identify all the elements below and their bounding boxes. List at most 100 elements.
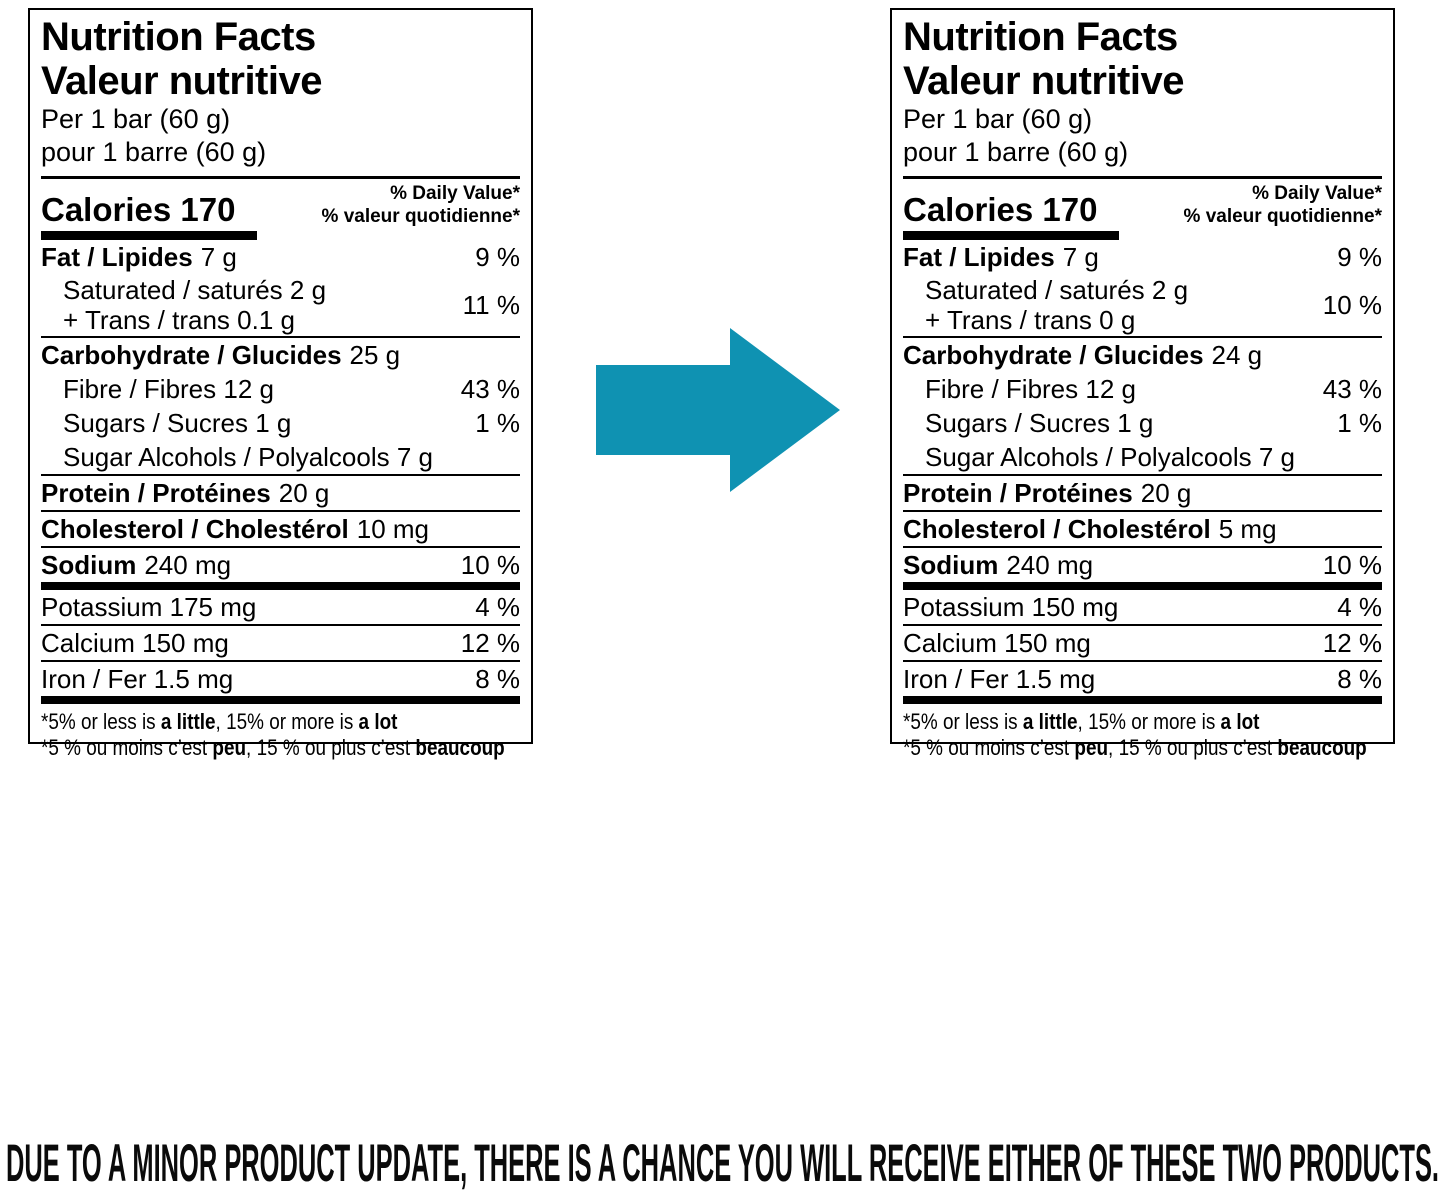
footnote-en-a-lot: a lot	[1220, 709, 1260, 734]
row-sodium: Sodium 240 mg 10 %	[903, 548, 1382, 582]
iron-text: Iron / Fer 1.5 mg	[903, 664, 1096, 694]
fat-value: 7 g	[1062, 242, 1099, 272]
row-fat: Fat / Lipides 7 g 9 %	[41, 240, 520, 274]
divider	[41, 660, 520, 662]
row-fat: Fat / Lipides 7 g 9 %	[903, 240, 1382, 274]
row-cholesterol: Cholesterol / Cholestérol 10 mg	[41, 512, 520, 546]
footnote-en-part3: , 15% or more is	[1077, 709, 1221, 734]
fibre-dv: 43 %	[460, 374, 520, 404]
saturated-trans-lines: Saturated / saturés 2 g + Trans / trans …	[903, 275, 1188, 335]
thick-divider	[41, 696, 520, 704]
carbohydrate-name-bold: Carbohydrate / Glucides	[41, 340, 342, 370]
divider	[903, 510, 1382, 512]
sugar-alcohols-text: Sugar Alcohols / Polyalcools 7 g	[63, 442, 433, 472]
sugar-alcohols-text: Sugar Alcohols / Polyalcools 7 g	[925, 442, 1295, 472]
divider	[903, 474, 1382, 476]
row-sodium: Sodium 240 mg 10 %	[41, 548, 520, 582]
potassium-dv: 4 %	[1337, 592, 1382, 622]
carbohydrate-value: 25 g	[349, 340, 401, 370]
row-iron: Iron / Fer 1.5 mg 8 %	[41, 662, 520, 696]
carbohydrate-value: 24 g	[1211, 340, 1263, 370]
fat-value: 7 g	[200, 242, 237, 272]
calcium-text: Calcium 150 mg	[41, 628, 229, 658]
sugars-dv: 1 %	[1337, 408, 1382, 438]
fat-name: Fat / Lipides 7 g	[41, 243, 237, 271]
row-protein: Protein / Protéines 20 g	[41, 476, 520, 510]
protein-value: 20 g	[1140, 478, 1192, 508]
footnote-en: *5% or less is a little, 15% or more is …	[903, 709, 1259, 735]
saturated-line: Saturated / saturés 2 g	[925, 275, 1189, 305]
calories-value: Calories 170	[903, 191, 1098, 228]
potassium-text: Potassium 175 mg	[41, 592, 257, 622]
footnote: *5% or less is a little, 15% or more is …	[903, 709, 1382, 761]
daily-value-header-fr: % valeur quotidienne*	[1183, 206, 1382, 227]
footnote-en-part1: *5% or less is	[903, 709, 1023, 734]
sugars-text: Sugars / Sucres 1 g	[925, 408, 1154, 438]
daily-value-header: % Daily Value* % valeur quotidienne*	[1184, 182, 1382, 228]
sodium-value: 240 mg	[144, 550, 232, 580]
right-arrow-icon	[596, 328, 840, 492]
footer-disclaimer-text: DUE TO A MINOR PRODUCT UPDATE, THERE IS …	[6, 1134, 1439, 1191]
row-saturated-trans: Saturated / saturés 2 g + Trans / trans …	[41, 274, 520, 336]
protein-name-bold: Protein / Protéines	[903, 478, 1133, 508]
serving-size-fr: pour 1 barre (60 g)	[903, 137, 1129, 167]
row-sugar-alcohols: Sugar Alcohols / Polyalcools 7 g	[903, 440, 1382, 474]
header-divider	[903, 176, 1382, 179]
footnote-fr-beaucoup: beaucoup	[1277, 735, 1367, 760]
update-arrow	[596, 328, 840, 492]
protein-name: Protein / Protéines 20 g	[41, 479, 329, 507]
divider	[41, 510, 520, 512]
cholesterol-value: 5 mg	[1218, 514, 1277, 544]
footnote-fr-part1: *5 % ou moins c’est	[903, 735, 1075, 760]
divider	[903, 624, 1382, 626]
trans-line: + Trans / trans 0 g	[925, 305, 1136, 335]
divider	[903, 336, 1382, 338]
fat-name-bold: Fat / Lipides	[41, 242, 193, 272]
footnote-fr-part3: , 15 % ou plus c’est	[1108, 735, 1278, 760]
calcium-text: Calcium 150 mg	[903, 628, 1091, 658]
calories-row: Calories 170 % Daily Value* % valeur quo…	[903, 182, 1382, 228]
fat-dv: 9 %	[475, 242, 520, 272]
sodium-name-bold: Sodium	[41, 550, 137, 580]
row-calcium: Calcium 150 mg 12 %	[41, 626, 520, 660]
row-iron: Iron / Fer 1.5 mg 8 %	[903, 662, 1382, 696]
row-calcium: Calcium 150 mg 12 %	[903, 626, 1382, 660]
fat-dv: 9 %	[1337, 242, 1382, 272]
footnote-fr: *5 % ou moins c’est peu, 15 % ou plus c’…	[903, 735, 1367, 761]
label-title-en: Nutrition Facts	[903, 15, 1178, 59]
row-fibre: Fibre / Fibres 12 g 43 %	[903, 372, 1382, 406]
divider	[41, 546, 520, 548]
daily-value-header: % Daily Value* % valeur quotidienne*	[322, 182, 520, 228]
footnote-en-a-little: a little	[1022, 709, 1078, 734]
calories-underline-bar	[41, 231, 257, 240]
divider	[41, 474, 520, 476]
fibre-text: Fibre / Fibres 12 g	[63, 374, 274, 404]
fibre-dv: 43 %	[1322, 374, 1382, 404]
cholesterol-name: Cholesterol / Cholestérol 5 mg	[903, 515, 1277, 543]
calcium-dv: 12 %	[1322, 628, 1382, 658]
fat-name: Fat / Lipides 7 g	[903, 243, 1099, 271]
nutrition-label-right: Nutrition Facts Valeur nutritive Per 1 b…	[890, 8, 1395, 760]
fat-name-bold: Fat / Lipides	[903, 242, 1055, 272]
header-divider	[41, 176, 520, 179]
calories-underline-bar	[903, 231, 1119, 240]
thick-divider	[903, 582, 1382, 590]
footnote-fr: *5 % ou moins c’est peu, 15 % ou plus c’…	[41, 735, 505, 761]
saturated-line: Saturated / saturés 2 g	[63, 275, 327, 305]
protein-value: 20 g	[278, 478, 330, 508]
footnote-en-a-little: a little	[160, 709, 216, 734]
thick-divider	[41, 582, 520, 590]
daily-value-header-en: % Daily Value*	[1252, 183, 1382, 204]
sodium-dv: 10 %	[1322, 550, 1382, 580]
footnote-en-part3: , 15% or more is	[215, 709, 359, 734]
potassium-dv: 4 %	[475, 592, 520, 622]
divider	[41, 624, 520, 626]
potassium-text: Potassium 150 mg	[903, 592, 1119, 622]
row-potassium: Potassium 150 mg 4 %	[903, 590, 1382, 624]
row-sugar-alcohols: Sugar Alcohols / Polyalcools 7 g	[41, 440, 520, 474]
sodium-name: Sodium 240 mg	[41, 551, 231, 579]
protein-name-bold: Protein / Protéines	[41, 478, 271, 508]
calories-value: Calories 170	[41, 191, 236, 228]
iron-text: Iron / Fer 1.5 mg	[41, 664, 234, 694]
